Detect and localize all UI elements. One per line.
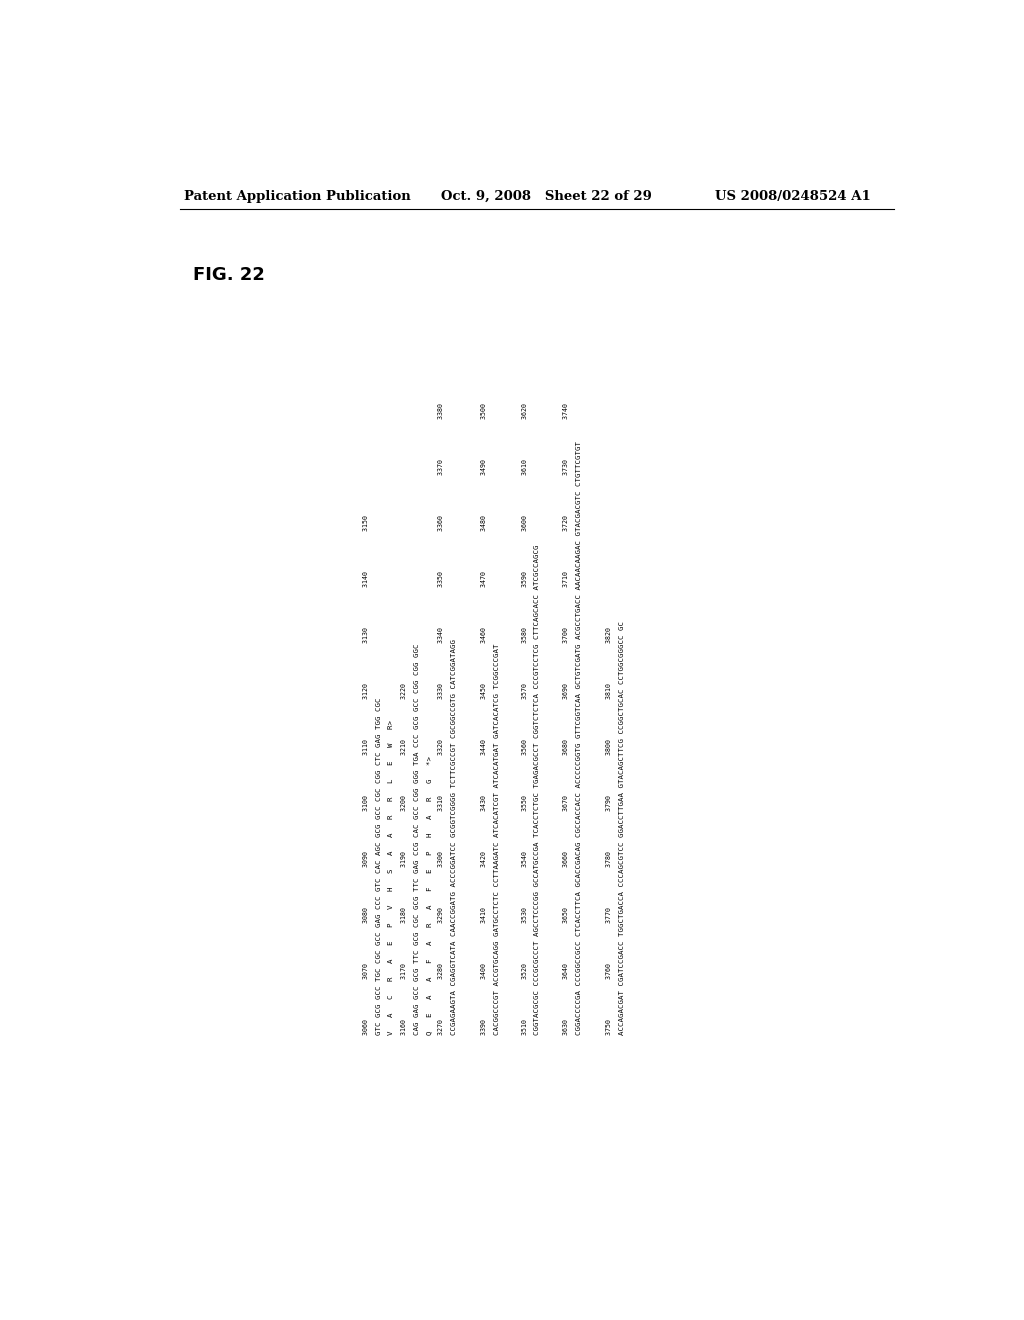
Text: 3270          3280          3290          3300          3310          3320      : 3270 3280 3290 3300 3310 3320	[438, 403, 444, 1035]
Text: Q   E   A   A   F   A   R   A   F   E   P   H   A   R   G   *>: Q E A A F A R A F E P H A R G *>	[426, 755, 432, 1035]
Text: 3060          3070          3080          3090          3100          3110      : 3060 3070 3080 3090 3100 3110	[364, 515, 369, 1035]
Text: CAG GAG GCC GCG TTC GCG CGC GCG TTC GAG CCG CAC GCC CGG GGG TGA CCC GCG GCC CGG : CAG GAG GCC GCG TTC GCG CGC GCG TTC GAG …	[414, 643, 420, 1035]
Text: Oct. 9, 2008   Sheet 22 of 29: Oct. 9, 2008 Sheet 22 of 29	[441, 190, 652, 202]
Text: CACGGCCCGT ACCGTGCAGG GATGCCTCTC CCTTAAGATC ATCACATCGT ATCACATGAT GATCACATCG TCG: CACGGCCCGT ACCGTGCAGG GATGCCTCTC CCTTAAG…	[494, 643, 500, 1035]
Text: 3630          3640          3650          3660          3670          3680      : 3630 3640 3650 3660 3670 3680	[563, 403, 569, 1035]
Text: CGGACCCCGA CCCGGCCGCC CTCACCTTCA GCACCGACAG CGCCACCACC ACCCCCGGTG GTTCGGTCAA GCT: CGGACCCCGA CCCGGCCGCC CTCACCTTCA GCACCGA…	[575, 441, 582, 1035]
Text: ACCAGACGAT CGATCCGACC TGGCTGACCA CCCAGCGTCC GGACCTTGAA GTACAGCTTCG CCGGCTGCAC CC: ACCAGACGAT CGATCCGACC TGGCTGACCA CCCAGCG…	[618, 620, 625, 1035]
Text: FIG. 22: FIG. 22	[194, 267, 265, 284]
Text: GTC GCG GCC TGC CGC GCC GAG CCC GTC CAC AGC GCG GCC CGC CGG CTC GAG TGG CGC: GTC GCG GCC TGC CGC GCC GAG CCC GTC CAC …	[376, 697, 382, 1035]
Text: CCGAGAAGTA CGAGGTCATA CAACCGGATG ACCCGGATCC GCGGTCGGGG TCTTCGCCGT CGCGGCCGTG CAT: CCGAGAAGTA CGAGGTCATA CAACCGGATG ACCCGGA…	[452, 639, 457, 1035]
Text: V   A   C   R   A   E   P   V   H   S   A   A   R   R   L   E   W   R>: V A C R A E P V H S A A R R L E W R>	[388, 719, 393, 1035]
Text: CGGTACGCGC CCCGCGCCCT AGCCTCCCGG GCCATGCCGA TCACCTCTGC TGAGACGCCT CGGTCTCTCA CCC: CGGTACGCGC CCCGCGCCCT AGCCTCCCGG GCCATGC…	[535, 544, 541, 1035]
Text: 3390          3400          3410          3420          3430          3440      : 3390 3400 3410 3420 3430 3440	[481, 403, 487, 1035]
Text: US 2008/0248524 A1: US 2008/0248524 A1	[715, 190, 871, 202]
Text: 3160          3170          3180          3190          3200          3210      : 3160 3170 3180 3190 3200 3210	[401, 682, 408, 1035]
Text: Patent Application Publication: Patent Application Publication	[183, 190, 411, 202]
Text: 3750          3760          3770          3780          3790          3800      : 3750 3760 3770 3780 3790 3800	[606, 627, 612, 1035]
Text: 3510          3520          3530          3540          3550          3560      : 3510 3520 3530 3540 3550 3560	[522, 403, 527, 1035]
